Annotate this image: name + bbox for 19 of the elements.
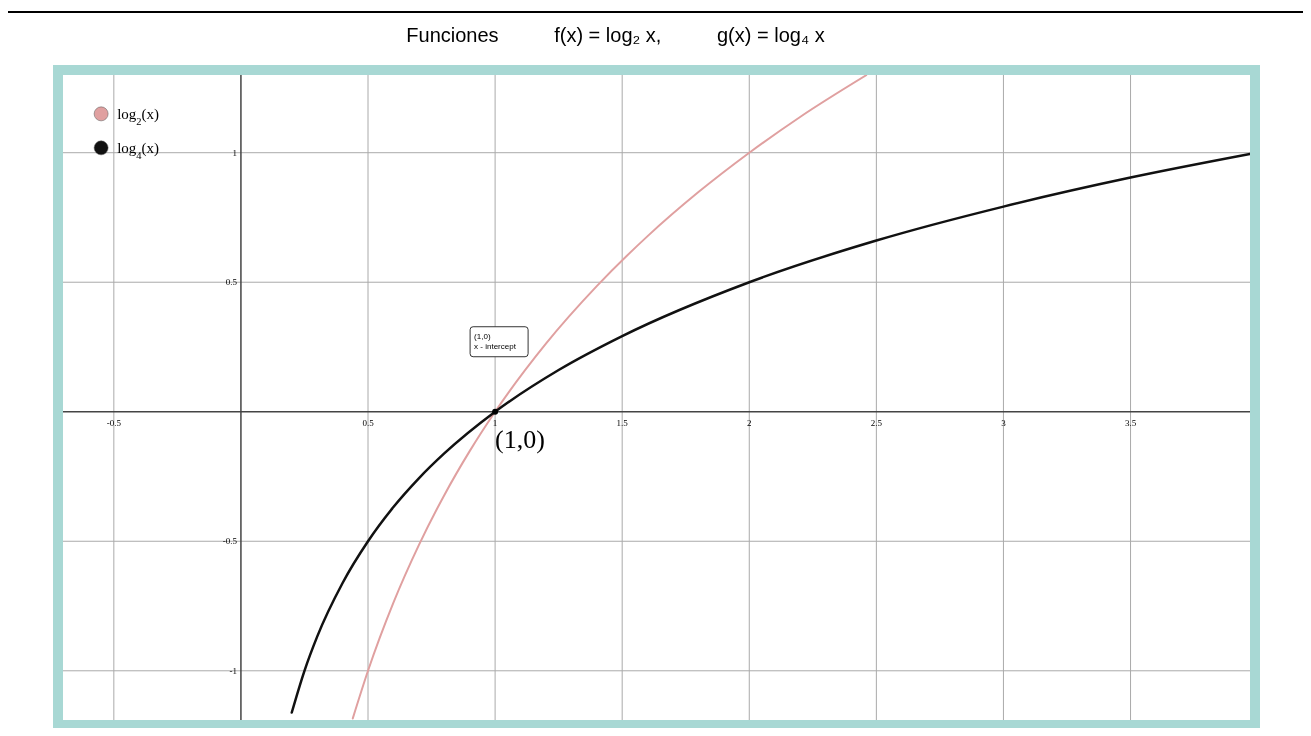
legend-label: log$_{2}$(x): [117, 105, 160, 127]
y-tick-label: 0.5: [225, 277, 238, 288]
line-series: [290, 152, 1250, 714]
y-tick-label: 1: [232, 147, 237, 158]
chart-title: Funciones f(x) = log₂ x, g(x) = log₄ x: [406, 24, 825, 46]
annotation: (1,0): [495, 424, 545, 454]
y-tick-label: -1: [229, 665, 237, 676]
x-tick-label: 3: [1001, 417, 1007, 428]
x-tick-label: 3.5: [1124, 417, 1137, 428]
x-tick-label: 1.5: [616, 417, 629, 428]
legend-label: log$_{4}$(x): [117, 139, 160, 161]
line-series: [351, 75, 868, 720]
x-tick-label: 0.5: [362, 417, 375, 428]
y-tick-label: -0.5: [222, 536, 238, 547]
x-tick-label: -0.5: [106, 417, 122, 428]
x-tick-label: 2: [747, 417, 752, 428]
x-tick-label: 1: [492, 417, 498, 428]
annotation: (1,0) x - intercept: [474, 331, 517, 351]
x-tick-label: 2.5: [870, 417, 883, 428]
